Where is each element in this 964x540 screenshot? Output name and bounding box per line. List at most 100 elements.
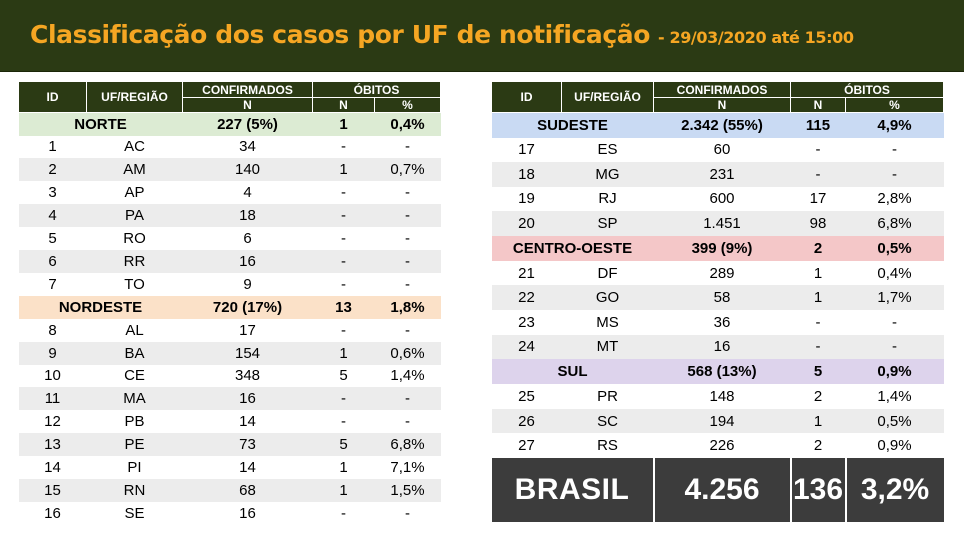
row-id: 4 xyxy=(18,204,87,228)
row-confirmados: 17 xyxy=(182,318,313,342)
row-obitos: 98 xyxy=(790,211,846,236)
row-confirmados: 36 xyxy=(653,310,791,335)
row-obitos-pct: - xyxy=(374,387,441,411)
table-row: 17 ES 60- - xyxy=(491,137,944,163)
row-confirmados: 16 xyxy=(653,334,791,360)
row-obitos: 5 xyxy=(312,433,375,457)
table-row: 14 PI 14 1 7,1% xyxy=(18,456,441,479)
row-id: 1 xyxy=(18,135,87,159)
table-row: 13 PE 73 5 6,8% xyxy=(18,433,441,457)
row-obitos: - xyxy=(790,162,846,187)
row-obitos: - xyxy=(312,272,375,296)
page-subtitle: - 29/03/2020 até 15:00 xyxy=(658,28,854,47)
row-uf: MA xyxy=(86,387,183,411)
col-header-uf: UF/REGIÃO xyxy=(86,81,183,113)
row-confirmados: 231 xyxy=(653,162,791,187)
row-obitos-pct: - xyxy=(845,310,944,335)
table-row: 19 RJ 600 17 2,8% xyxy=(491,186,944,212)
row-obitos: - xyxy=(790,137,846,163)
table-row: 23 MS 36- - xyxy=(491,310,944,335)
row-uf: MT xyxy=(561,334,654,360)
row-obitos-pct: 1,4% xyxy=(845,384,944,409)
row-uf: SE xyxy=(86,501,183,525)
region-name: SUDESTE xyxy=(491,112,654,138)
table-row: 5 RO 6- - xyxy=(18,227,441,250)
row-uf: AC xyxy=(86,135,183,159)
row-uf: CE xyxy=(86,364,183,388)
row-uf: ES xyxy=(561,137,654,163)
row-confirmados: 4 xyxy=(182,181,313,205)
table-row: 18 MG 231- - xyxy=(491,162,944,187)
region-row-sul: SUL 568 (13%) 5 0,9% xyxy=(491,359,944,385)
row-confirmados: 16 xyxy=(182,501,313,525)
row-uf: PI xyxy=(86,456,183,479)
region-obitos-pct: 0,9% xyxy=(845,359,944,385)
table-row: 9 BA 154 1 0,6% xyxy=(18,341,441,365)
row-confirmados: 68 xyxy=(182,478,313,502)
row-obitos-pct: 1,5% xyxy=(374,478,441,502)
row-obitos-pct: - xyxy=(374,318,441,342)
row-obitos-pct: - xyxy=(374,204,441,228)
row-obitos-pct: 0,5% xyxy=(845,408,944,434)
region-confirmados: 568 (13%) xyxy=(653,359,791,385)
row-confirmados: 148 xyxy=(653,384,791,409)
region-obitos: 1 xyxy=(312,112,375,136)
row-obitos: 17 xyxy=(790,186,846,212)
row-id: 22 xyxy=(491,285,562,311)
row-id: 14 xyxy=(18,456,87,479)
row-confirmados: 226 xyxy=(653,433,791,459)
row-uf: AL xyxy=(86,318,183,342)
row-confirmados: 600 xyxy=(653,186,791,212)
region-name: CENTRO-OESTE xyxy=(491,235,654,261)
row-uf: SC xyxy=(561,408,654,434)
table-row: 7 TO 9- - xyxy=(18,272,441,296)
col-header-uf: UF/REGIÃO xyxy=(561,81,654,113)
row-uf: AP xyxy=(86,181,183,205)
row-id: 7 xyxy=(18,272,87,296)
col-header-ob-n: N xyxy=(790,97,846,113)
row-confirmados: 9 xyxy=(182,272,313,296)
row-id: 27 xyxy=(491,433,562,459)
row-confirmados: 16 xyxy=(182,387,313,411)
table-row: 25 PR 148 2 1,4% xyxy=(491,384,944,409)
row-obitos: 1 xyxy=(790,408,846,434)
region-row-centro-oeste: CENTRO-OESTE 399 (9%) 2 0,5% xyxy=(491,235,944,261)
row-confirmados: 194 xyxy=(653,408,791,434)
row-uf: BA xyxy=(86,341,183,365)
row-obitos-pct: - xyxy=(845,334,944,360)
row-obitos-pct: - xyxy=(374,272,441,296)
row-obitos: 1 xyxy=(312,158,375,182)
row-id: 6 xyxy=(18,249,87,273)
row-obitos: 1 xyxy=(312,456,375,479)
row-confirmados: 1.451 xyxy=(653,211,791,236)
row-obitos-pct: - xyxy=(374,410,441,434)
row-obitos-pct: 2,8% xyxy=(845,186,944,212)
row-uf: PA xyxy=(86,204,183,228)
row-id: 19 xyxy=(491,186,562,212)
row-obitos: 1 xyxy=(312,341,375,365)
right-table-body: SUDESTE 2.342 (55%) 115 4,9% 17 ES 60- -18 MG 231… xyxy=(491,112,944,523)
table-row: 4 PA 18- - xyxy=(18,204,441,228)
col-header-id: ID xyxy=(18,81,87,113)
row-obitos: 2 xyxy=(790,384,846,409)
col-header-conf-n: N xyxy=(182,97,313,113)
region-confirmados: 227 (5%) xyxy=(182,112,313,136)
table-row: 2 AM 140 1 0,7% xyxy=(18,158,441,182)
row-id: 23 xyxy=(491,310,562,335)
row-obitos-pct: 1,7% xyxy=(845,285,944,311)
row-obitos: - xyxy=(312,318,375,342)
table-row: 12 PB 14- - xyxy=(18,410,441,434)
brasil-obitos: 136 xyxy=(789,458,846,523)
right-table: ID UF/REGIÃO CONFIRMADOS ÓBITOS N N % SU… xyxy=(491,81,945,523)
region-row-sudeste: SUDESTE 2.342 (55%) 115 4,9% xyxy=(491,112,944,138)
row-id: 21 xyxy=(491,260,562,286)
row-confirmados: 14 xyxy=(182,456,313,479)
row-obitos-pct: 0,9% xyxy=(845,433,944,459)
row-id: 16 xyxy=(18,501,87,525)
region-obitos-pct: 0,4% xyxy=(374,112,441,136)
row-obitos: - xyxy=(312,204,375,228)
region-confirmados: 399 (9%) xyxy=(653,235,791,261)
brasil-label: BRASIL xyxy=(491,458,654,523)
table-row: 10 CE 348 5 1,4% xyxy=(18,364,441,388)
region-obitos: 5 xyxy=(790,359,846,385)
